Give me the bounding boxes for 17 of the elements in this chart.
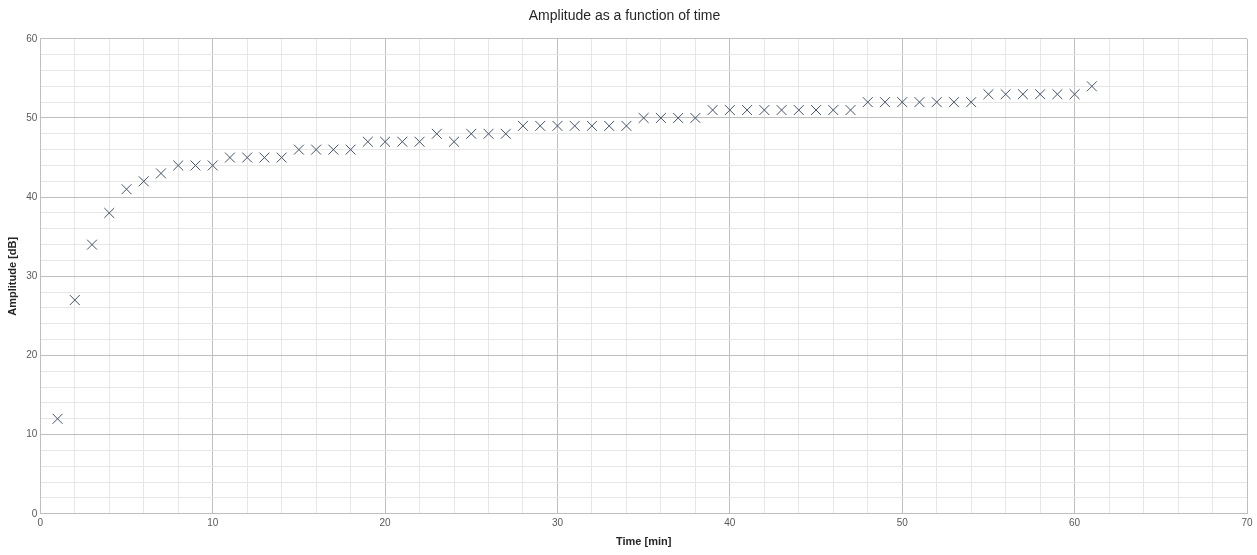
- y-axis-title: Amplitude [dB]: [5, 236, 18, 316]
- x-tick-label: 60: [1069, 516, 1081, 528]
- x-tick-label: 40: [724, 516, 736, 528]
- y-tick-label: 10: [26, 428, 38, 440]
- x-tick-label: 70: [1241, 516, 1253, 528]
- x-tick-label: 50: [896, 516, 909, 528]
- x-tick-label: 20: [379, 516, 392, 528]
- y-tick-label: 50: [26, 111, 38, 123]
- x-tick-label: 30: [551, 516, 564, 528]
- y-tick-label: 60: [26, 32, 38, 44]
- y-tick-label: 0: [31, 507, 38, 519]
- x-axis-title: Time [min]: [615, 535, 672, 548]
- y-tick-label: 30: [26, 270, 38, 282]
- y-tick-label: 20: [26, 349, 38, 361]
- x-tick-label: 10: [207, 516, 219, 528]
- y-tick-label: 40: [26, 190, 38, 202]
- chart-title: Amplitude as a function of time: [528, 7, 721, 24]
